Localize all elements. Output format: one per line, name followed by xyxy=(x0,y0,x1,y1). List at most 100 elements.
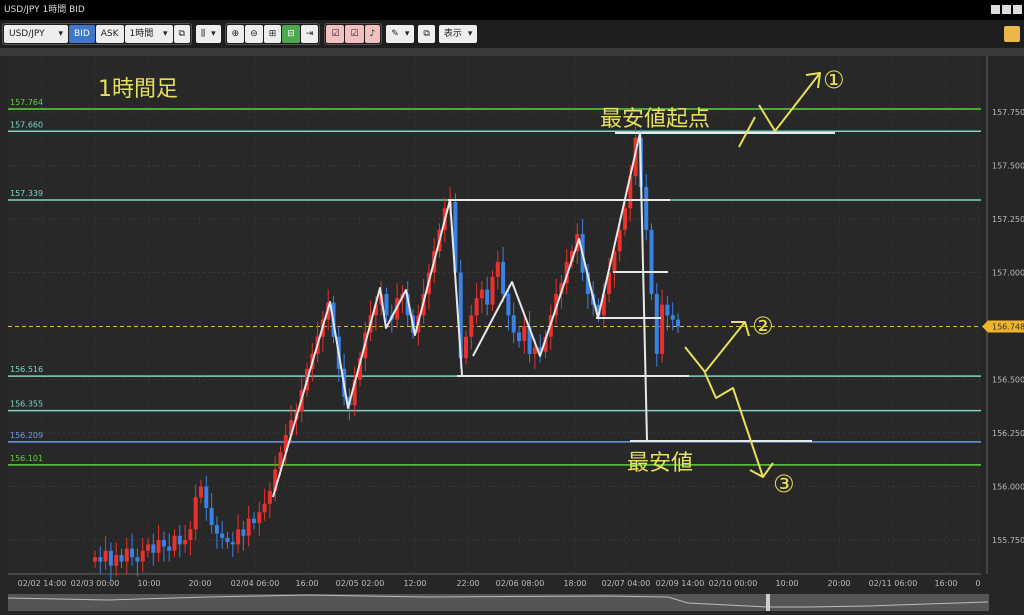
bullish-candle xyxy=(262,503,267,513)
arrowhead-icon xyxy=(749,462,774,478)
time-tick-label: 10:00 xyxy=(775,579,798,588)
bearish-candle xyxy=(384,293,389,316)
bearish-candle xyxy=(501,261,506,294)
current-price-label: 156.748 xyxy=(992,322,1024,331)
price-tick-label: 157.500 xyxy=(992,162,1024,171)
bullish-candle xyxy=(236,529,241,545)
bullish-candle xyxy=(601,293,606,316)
scenario1-arrow xyxy=(758,72,821,132)
time-tick-label: 02/03 00:00 xyxy=(71,579,120,588)
draw-tool-button[interactable]: ✎ ▾ xyxy=(386,25,415,43)
time-tick-label: 02/07 04:00 xyxy=(602,579,651,588)
low-origin-annotation: 最安値起点 xyxy=(600,107,710,132)
ask-button[interactable]: ASK xyxy=(95,25,124,43)
bullish-candle xyxy=(193,497,198,530)
bearish-candle xyxy=(241,529,246,536)
bullish-candle xyxy=(559,283,564,294)
link-icon[interactable]: ⧉ xyxy=(173,25,190,43)
close-button[interactable] xyxy=(1013,5,1022,14)
bearish-candle xyxy=(649,229,654,294)
bullish-candle xyxy=(607,272,612,294)
maximize-button[interactable] xyxy=(1002,5,1011,14)
bullish-candle xyxy=(522,326,527,342)
arrowhead-icon xyxy=(731,321,750,337)
level-label: 156.101 xyxy=(10,454,43,463)
bullish-candle xyxy=(257,512,262,523)
bullish-candle xyxy=(543,336,548,352)
order-group: ☑ ☑ ♪ xyxy=(324,23,383,45)
trend-zigzag xyxy=(272,199,463,498)
bullish-candle xyxy=(464,336,468,359)
bullish-candle xyxy=(373,304,378,316)
scenario3-arrow xyxy=(704,372,764,478)
bearish-candle xyxy=(405,293,410,316)
bullish-candle xyxy=(479,289,484,299)
zoom-group: ⊕ ⊖ ⊞ ⊟ ⇥ xyxy=(224,23,321,45)
level-label: 156.209 xyxy=(10,431,43,440)
level-label: 157.764 xyxy=(10,98,43,107)
symbol-select[interactable]: USD/JPY ▾ xyxy=(4,25,68,43)
bearish-candle xyxy=(135,557,140,562)
close-order-icon[interactable]: ♪ xyxy=(364,25,381,43)
bearish-candle xyxy=(511,315,516,333)
arrowhead-icon xyxy=(805,72,821,89)
zoom-in-icon[interactable]: ⊕ xyxy=(226,25,245,43)
chevron-down-icon: ▾ xyxy=(58,29,63,39)
bearish-candle xyxy=(665,304,670,316)
timeframe-annotation: 1時間足 xyxy=(98,77,178,102)
price-tick-label: 155.750 xyxy=(992,536,1024,545)
scenario3-label: ③ xyxy=(773,470,795,498)
scroll-fit-icon[interactable]: ⊟ xyxy=(282,25,300,43)
bullish-candle xyxy=(183,540,188,545)
display-button[interactable]: 表示 ▾ xyxy=(438,25,478,43)
bullish-candle xyxy=(246,518,251,536)
zoom-out-icon[interactable]: ⊖ xyxy=(245,25,263,43)
bearish-candle xyxy=(585,272,590,294)
time-tick-label: 20:00 xyxy=(827,579,850,588)
jump-latest-icon[interactable]: ⇥ xyxy=(300,25,319,43)
minimize-button[interactable] xyxy=(991,5,1000,14)
bearish-candle xyxy=(230,542,235,545)
edit-order-icon[interactable]: ☑ xyxy=(345,25,364,43)
bid-button[interactable]: BID xyxy=(69,25,95,43)
time-tick-label: 02/04 06:00 xyxy=(231,579,280,588)
bearish-candle xyxy=(676,319,680,327)
settings-button[interactable] xyxy=(1004,26,1020,42)
bullish-candle xyxy=(495,261,500,277)
price-chart[interactable]: 157.764 157.660 157.339 156.516 156.355 156.2… xyxy=(0,56,1024,594)
timeframe-select[interactable]: 1時間 ▾ xyxy=(124,25,173,43)
bullish-candle xyxy=(490,276,495,305)
bearish-candle xyxy=(204,486,209,508)
price-tick-label: 157.000 xyxy=(992,269,1024,278)
bullish-candle xyxy=(660,304,665,354)
toolbar: USD/JPY ▾ BID ASK 1時間 ▾ ⧉ ⫼ ▾ ⊕ ⊖ ⊞ ⊟ ⇥ ☑ ☑… xyxy=(0,20,1024,48)
window-icon[interactable]: ⧉ xyxy=(418,25,435,43)
bearish-candle xyxy=(108,550,113,566)
chevron-down-icon: ▾ xyxy=(467,29,473,39)
bullish-candle xyxy=(124,548,129,562)
bullish-candle xyxy=(146,544,150,551)
bearish-candle xyxy=(252,518,256,523)
bearish-candle xyxy=(644,186,649,230)
scenario1-arrow xyxy=(738,116,756,148)
time-tick-label: 20:00 xyxy=(188,579,211,588)
time-tick-label: 16:00 xyxy=(295,579,318,588)
window-title: USD/JPY 1時間 BID xyxy=(0,0,1024,20)
horizontal-scrollbar[interactable] xyxy=(0,48,1024,56)
bullish-candle xyxy=(273,469,278,491)
bullish-candle xyxy=(283,435,288,453)
time-tick-label: 12:00 xyxy=(403,579,426,588)
chevron-down-icon: ▾ xyxy=(404,29,410,39)
chevron-down-icon: ▾ xyxy=(211,29,216,39)
bullish-candle xyxy=(358,358,362,380)
chart-type-button[interactable]: ⫼ ▾ xyxy=(195,25,221,43)
time-tick-label: 02/09 14:00 xyxy=(656,579,705,588)
add-order-icon[interactable]: ☑ xyxy=(326,25,345,43)
bearish-candle xyxy=(485,289,490,305)
navigator-bar[interactable] xyxy=(7,594,989,611)
bullish-candle xyxy=(623,208,627,230)
bullish-candle xyxy=(199,486,203,498)
fit-icon[interactable]: ⊞ xyxy=(263,25,282,43)
level-label: 156.516 xyxy=(10,365,43,374)
bullish-candle xyxy=(93,557,97,562)
